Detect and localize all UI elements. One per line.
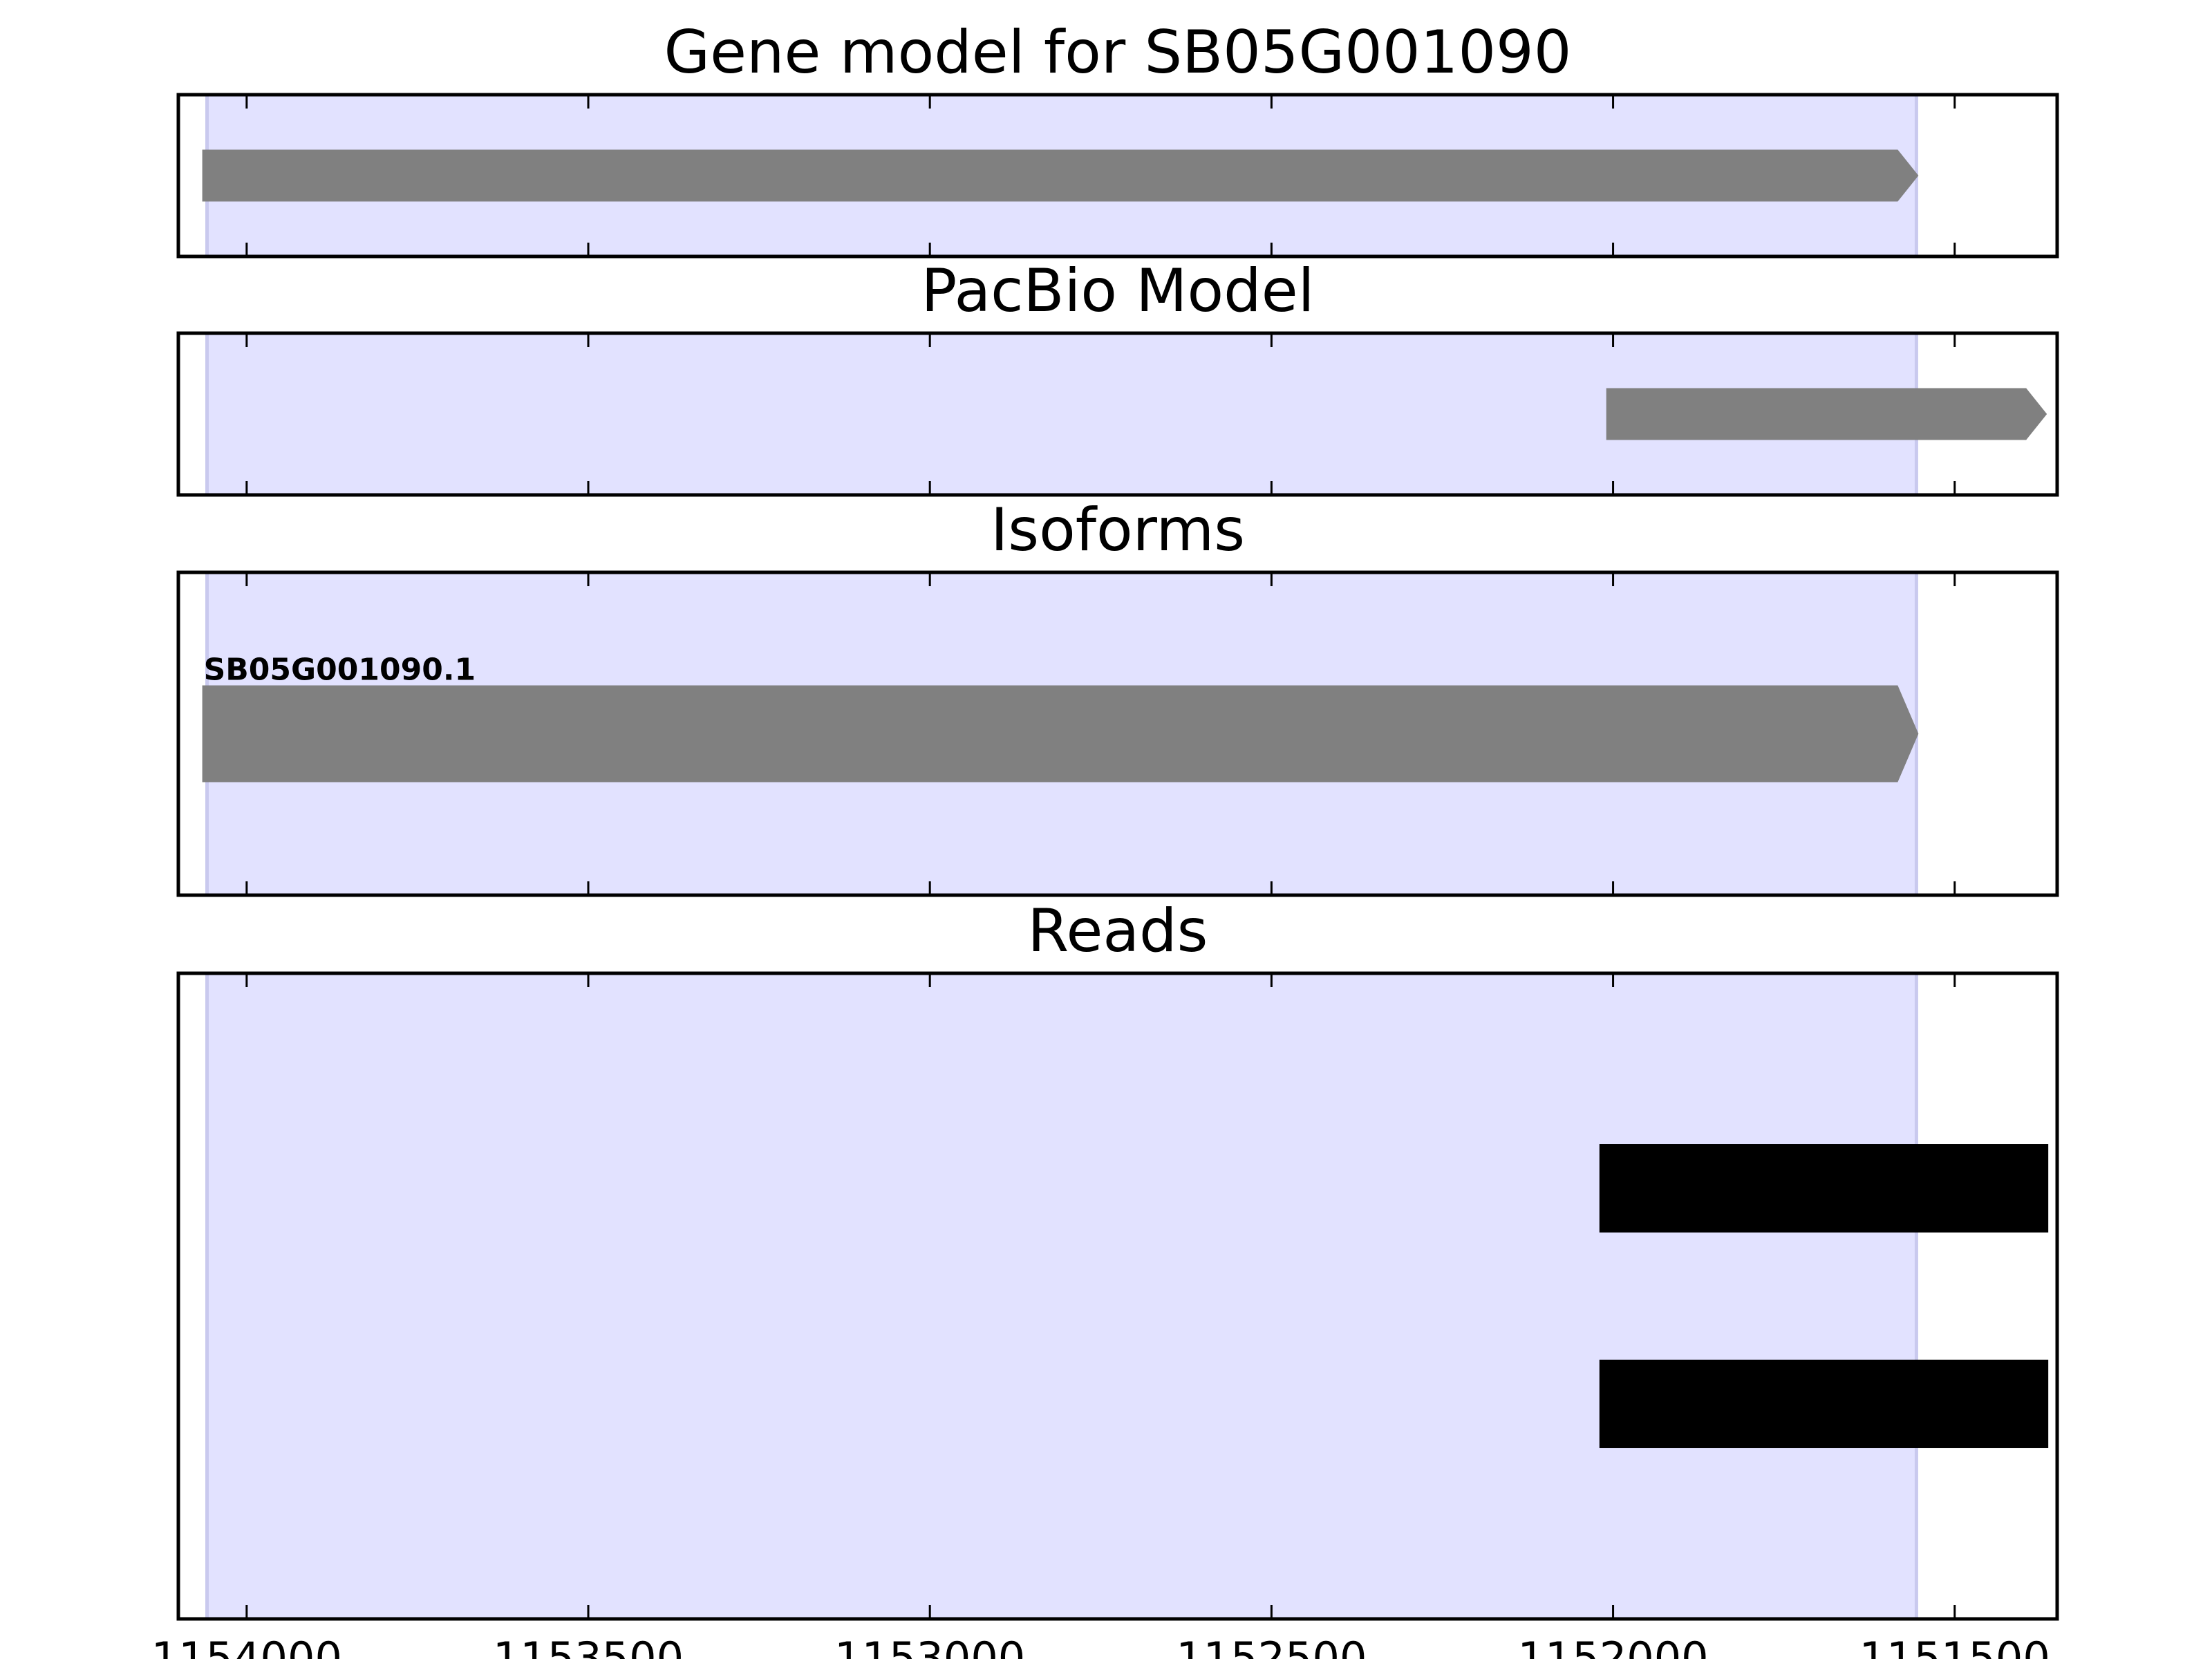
panel-pacbio: PacBio Model <box>176 256 2059 497</box>
panel-frame <box>176 971 2059 1621</box>
panel-reads: Reads <box>176 897 2059 1621</box>
panel-title-pacbio: PacBio Model <box>921 256 1314 326</box>
x-axis-tick-labels: 1154000 1153500 1153000 1152500 1152000 11515… <box>151 1633 2050 1659</box>
panel-gene_model: Gene model for SB05G001090 <box>176 18 2059 259</box>
read-bar <box>1599 1144 2049 1233</box>
panel-frame <box>176 331 2059 497</box>
panels: Gene model for SB05G001090 PacBio Model Is… <box>176 18 2059 1621</box>
panel-title-reads: Reads <box>1028 897 1208 966</box>
x-tick-label: 1154000 <box>151 1633 342 1659</box>
x-tick-label: 1153500 <box>493 1633 684 1659</box>
feature-arrow-gene_model <box>202 149 1919 202</box>
panel-isoforms: Isoforms SB05G001090.1 <box>176 496 2059 897</box>
panel-frame <box>176 93 2059 259</box>
panel-title-gene_model: Gene model for SB05G001090 <box>664 18 1572 87</box>
feature-arrow-pacbio <box>1606 388 2047 440</box>
read-bar <box>1599 1359 2049 1448</box>
panel-title-isoforms: Isoforms <box>991 496 1245 565</box>
x-tick-label: 1151500 <box>1859 1633 2050 1659</box>
highlight-region <box>207 973 1917 1619</box>
panel-frame <box>176 570 2059 897</box>
feature-arrow-isoforms <box>202 685 1919 782</box>
isoform-label: SB05G001090.1 <box>204 652 476 687</box>
x-tick-label: 1153000 <box>834 1633 1025 1659</box>
x-tick-label: 1152500 <box>1176 1633 1367 1659</box>
x-tick-label: 1152000 <box>1518 1633 1709 1659</box>
